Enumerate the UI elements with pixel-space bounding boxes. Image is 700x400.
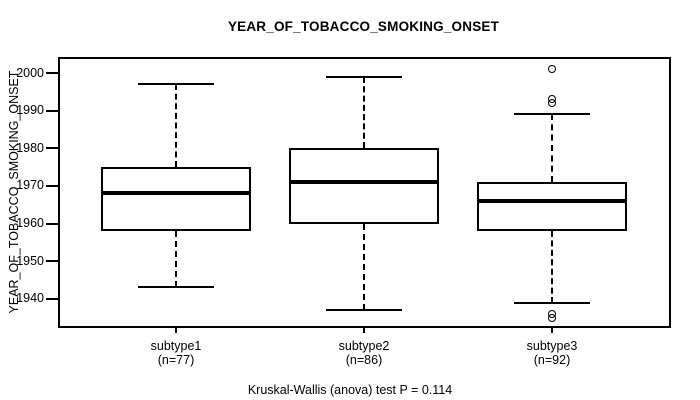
iqr-box — [101, 167, 251, 232]
y-tick-label: 1980 — [16, 140, 44, 155]
y-tick-label: 1940 — [16, 291, 44, 306]
iqr-box — [289, 148, 439, 224]
median-line — [289, 180, 439, 185]
x-category-name: subtype1 — [150, 339, 202, 353]
lower-whisker-cap — [514, 301, 590, 304]
upper-whisker-cap — [138, 83, 214, 86]
chart-title: YEAR_OF_TOBACCO_SMOKING_ONSET — [227, 19, 500, 34]
x-category-label: subtype1 (n=77) — [96, 339, 256, 367]
x-category-count: (n=92) — [533, 352, 571, 367]
upper-whisker-stem — [551, 114, 553, 183]
iqr-box — [477, 182, 627, 232]
y-tick-mark — [46, 72, 58, 75]
lower-whisker-cap — [326, 309, 402, 312]
lower-whisker-stem — [551, 231, 553, 303]
y-tick-label: 1990 — [16, 103, 44, 118]
outlier-point — [548, 313, 556, 322]
outlier-point — [548, 65, 556, 74]
x-category-label: subtype2 (n=86) — [284, 339, 444, 367]
x-category-name: subtype3 — [526, 339, 578, 353]
lower-whisker-stem — [175, 231, 177, 288]
upper-whisker-cap — [514, 113, 590, 116]
y-tick-mark — [46, 109, 58, 112]
x-category-count: (n=77) — [157, 352, 195, 367]
median-line — [101, 191, 251, 196]
y-tick-label: 1960 — [16, 216, 44, 231]
x-category-label: subtype3 (n=92) — [472, 339, 632, 367]
x-category-count: (n=86) — [345, 352, 383, 367]
y-tick-mark — [46, 222, 58, 225]
y-tick-label: 1950 — [16, 253, 44, 268]
lower-whisker-cap — [138, 286, 214, 289]
y-tick-mark — [46, 260, 58, 263]
upper-whisker-stem — [363, 76, 365, 149]
y-tick-label: 1970 — [16, 178, 44, 193]
y-tick-mark — [46, 184, 58, 187]
y-tick-mark — [46, 147, 58, 150]
upper-whisker-stem — [175, 84, 177, 168]
upper-whisker-cap — [326, 75, 402, 78]
y-tick-mark — [46, 297, 58, 300]
y-tick-label: 2000 — [16, 65, 44, 80]
x-tick-mark — [363, 327, 365, 333]
lower-whisker-stem — [363, 223, 365, 311]
outlier-point — [548, 99, 556, 108]
stat-test-annotation: Kruskal-Wallis (anova) test P = 0.114 — [247, 383, 453, 397]
median-line — [477, 198, 627, 203]
x-category-name: subtype2 — [338, 339, 390, 353]
x-tick-mark — [551, 327, 553, 333]
x-tick-mark — [175, 327, 177, 333]
